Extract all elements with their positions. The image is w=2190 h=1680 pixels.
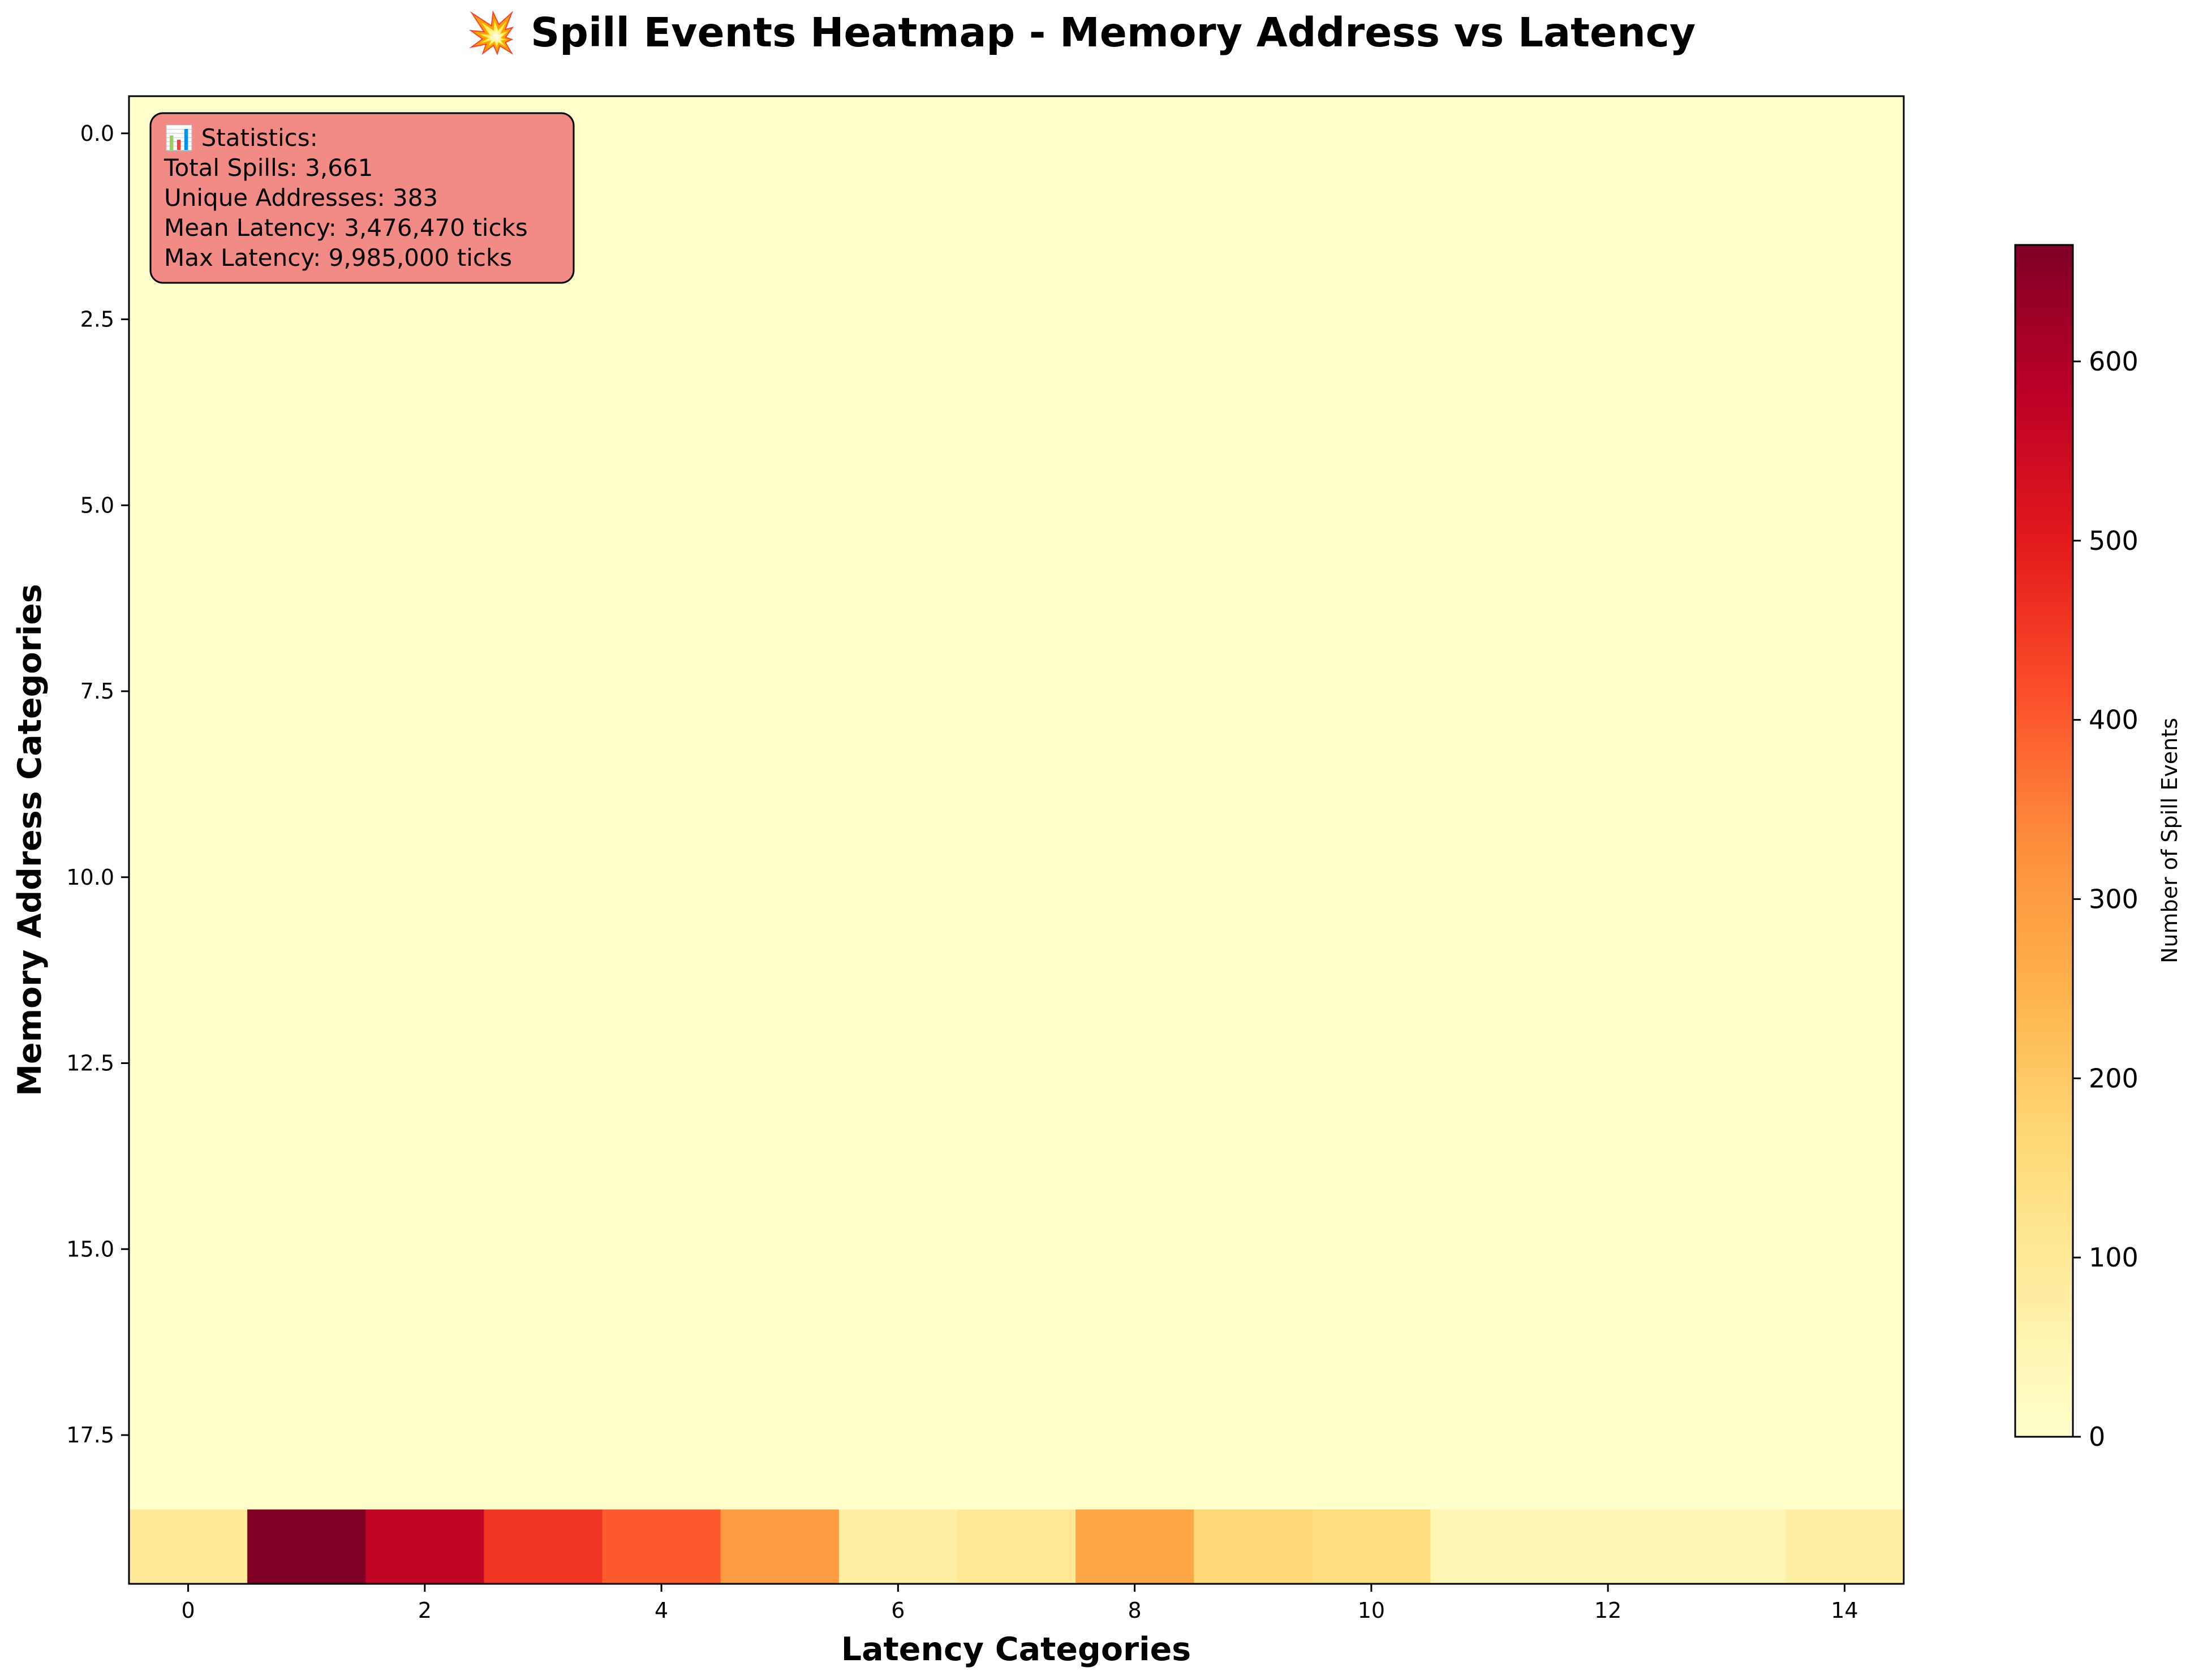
heatmap-cell [1312, 1509, 1431, 1584]
heatmap-cell [365, 1509, 484, 1584]
x-tick-label: 14 [1831, 1598, 1858, 1623]
heatmap-row-zero [129, 542, 1904, 617]
colorbar-tick-label: 300 [2089, 884, 2139, 914]
heatmap-row-zero [129, 1212, 1904, 1287]
heatmap-cell [1785, 1509, 1904, 1584]
heatmap-row-zero [129, 319, 1904, 394]
y-tick-label: 7.5 [80, 679, 114, 704]
heatmap-cell [247, 1509, 366, 1584]
y-tick-label: 17.5 [66, 1423, 114, 1448]
y-tick-label: 12.5 [66, 1051, 114, 1076]
y-tick-label: 2.5 [80, 307, 114, 332]
heatmap-row-zero [129, 840, 1904, 915]
statistics-box-background [149, 112, 575, 284]
heatmap-cell [1548, 1509, 1668, 1584]
colorbar-tick-label: 0 [2089, 1421, 2105, 1452]
y-axis-label: Memory Address Categories [11, 584, 49, 1096]
statistics-line: Mean Latency: 3,476,470 ticks [164, 214, 528, 242]
heatmap-row-zero [129, 765, 1904, 841]
heatmap-cell [838, 1509, 958, 1584]
x-tick-label: 6 [891, 1598, 905, 1623]
heatmap-row-zero [129, 468, 1904, 543]
x-tick-label: 8 [1128, 1598, 1142, 1623]
plot-frame [128, 95, 1905, 1585]
heatmap-cell [129, 1509, 248, 1584]
y-tick-label: 0.0 [80, 121, 114, 146]
y-tick-label: 10.0 [66, 865, 114, 890]
heatmap-cell [1194, 1509, 1313, 1584]
x-tick-label: 0 [181, 1598, 195, 1623]
y-tick-label: 15.0 [66, 1237, 114, 1261]
colorbar-tick-label: 400 [2089, 705, 2139, 735]
statistics-line: 📊 Statistics: [164, 124, 318, 152]
x-tick-label: 12 [1594, 1598, 1621, 1623]
heatmap-cell [1075, 1509, 1194, 1584]
heatmap-cell [602, 1509, 721, 1584]
colorbar-tick-label: 600 [2089, 346, 2139, 377]
colorbar-tick-label: 200 [2089, 1063, 2139, 1093]
heatmap-cell [484, 1509, 603, 1584]
x-tick-label: 4 [655, 1598, 668, 1623]
heatmap-row-zero [129, 1435, 1904, 1510]
chart-title: 💥 Spill Events Heatmap - Memory Address … [467, 9, 1696, 57]
colorbar-label: Number of Spill Events [2157, 718, 2182, 963]
heatmap-row-zero [129, 1360, 1904, 1436]
y-axis: 0.0 2.5 5.0 7.5 10.0 12.5 15.0 17.5 [66, 121, 129, 1448]
colorbar-gradient [2014, 244, 2074, 1438]
colorbar-ticks: 0 100 200 300 400 500 600 [2073, 346, 2139, 1452]
heatmap-cell [1667, 1509, 1786, 1584]
heatmap-cells [129, 96, 1904, 1584]
statistics-line: Unique Addresses: 383 [164, 184, 438, 212]
heatmap-cell [957, 1509, 1076, 1584]
heatmap-row-zero [129, 1063, 1904, 1138]
heatmap-row-zero [129, 691, 1904, 766]
colorbar-tick-label: 100 [2089, 1242, 2139, 1273]
y-tick-label: 5.0 [80, 493, 114, 518]
statistics-line: Total Spills: 3,661 [164, 154, 373, 182]
colorbar-tick-label: 500 [2089, 525, 2139, 556]
heatmap-row-zero [129, 1138, 1904, 1212]
x-axis: 0 2 4 6 8 10 12 14 [181, 1584, 1858, 1623]
heatmap-row-zero [129, 914, 1904, 989]
colorbar: 0 100 200 300 400 500 600 Number of Spill Even… [2014, 244, 2182, 1452]
statistics-line: Max Latency: 9,985,000 ticks [164, 244, 512, 272]
heatmap-row-zero [129, 394, 1904, 468]
heatmap-row-zero [129, 989, 1904, 1063]
heatmap-cell [720, 1509, 840, 1584]
x-tick-label: 10 [1358, 1598, 1385, 1623]
x-tick-label: 2 [418, 1598, 432, 1623]
heatmap-row-zero [129, 617, 1904, 692]
heatmap-cell [1430, 1509, 1550, 1584]
x-axis-label: Latency Categories [841, 1631, 1191, 1668]
heatmap-row-zero [129, 1286, 1904, 1361]
